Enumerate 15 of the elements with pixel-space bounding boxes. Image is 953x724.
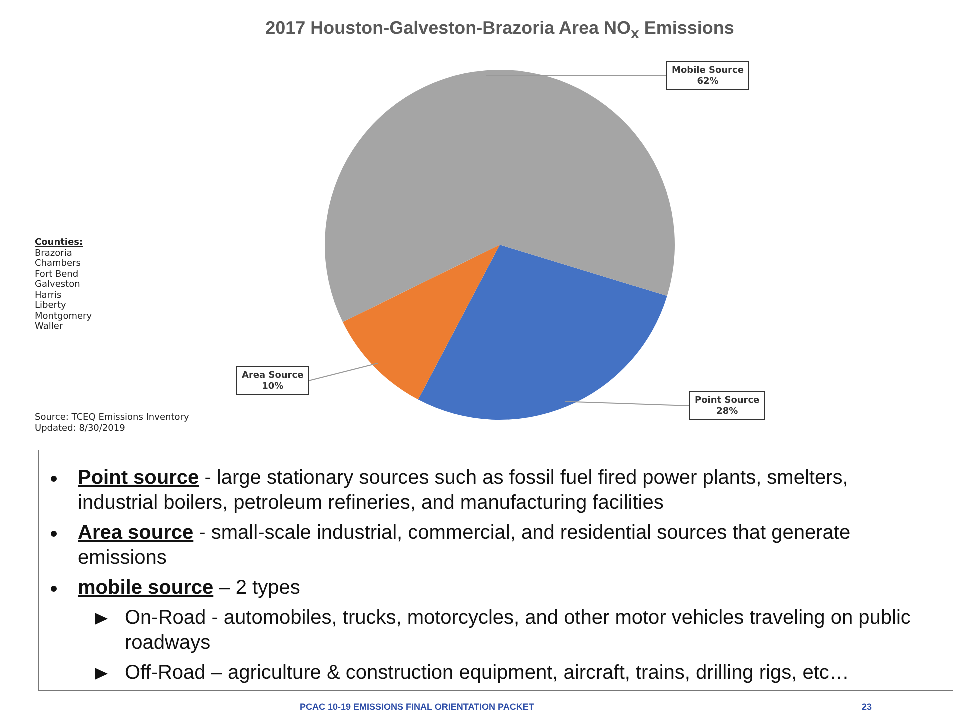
text: mobile source – 2 types — [78, 576, 302, 601]
slice-label: Area Source — [242, 370, 304, 381]
text: PCAC 10-19 EMISSIONS FINAL ORIENTATION PACKET — [300, 702, 534, 712]
data-label: 62% — [697, 76, 719, 87]
slice-label: Point Source — [694, 396, 760, 406]
source-note: Source: TCEQ Emissions Inventory Updated: 8/30/2019 — [35, 413, 190, 434]
text: On-Road - automobiles, trucks, motorcycles, and other motor vehicles traveling on public roadways — [125, 606, 912, 656]
text: Counties: Brazoria Chambers Fort Bend Galveston Harris Liberty Montgomery Waller — [35, 238, 92, 332]
text: Point source - large stationary sources such as fossil fuel fired power plants, smelters, industrial boilers, petroleum refineries, and manufacturing facilities — [78, 466, 850, 516]
slice-label: Mobile Source — [672, 66, 744, 76]
text: 23 — [862, 702, 872, 712]
chart-title: 2017 Houston-Galveston-Brazoria Area NO$_{x}$ Emissions — [264, 18, 736, 43]
text: Off-Road – agriculture & construction equipment, aircraft, trains, drilling rigs, etc… — [125, 661, 850, 686]
data-label: 10% — [262, 382, 284, 392]
data-label: 28% — [716, 406, 738, 417]
